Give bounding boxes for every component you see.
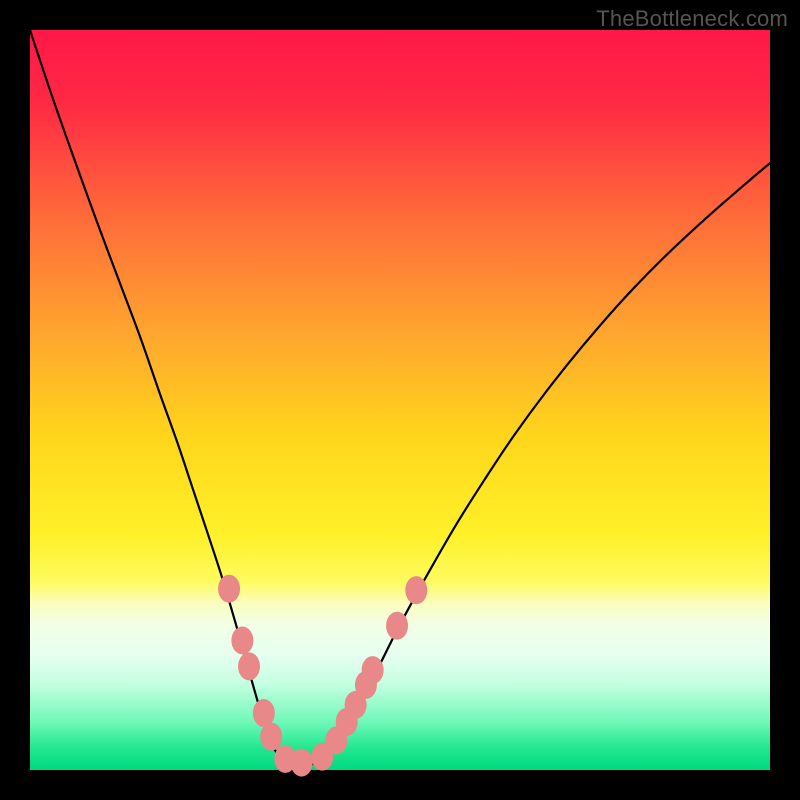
marker-point [260,723,282,751]
chart-svg [30,30,770,770]
markers-group [218,575,427,777]
marker-point [218,575,240,603]
curve-left [30,30,296,765]
marker-point [238,652,260,680]
watermark-text: TheBottleneck.com [596,6,788,32]
marker-point [291,749,313,777]
marker-point [231,627,253,655]
marker-point [386,612,408,640]
marker-point [405,576,427,604]
marker-point [362,656,384,684]
plot-area [30,30,770,770]
